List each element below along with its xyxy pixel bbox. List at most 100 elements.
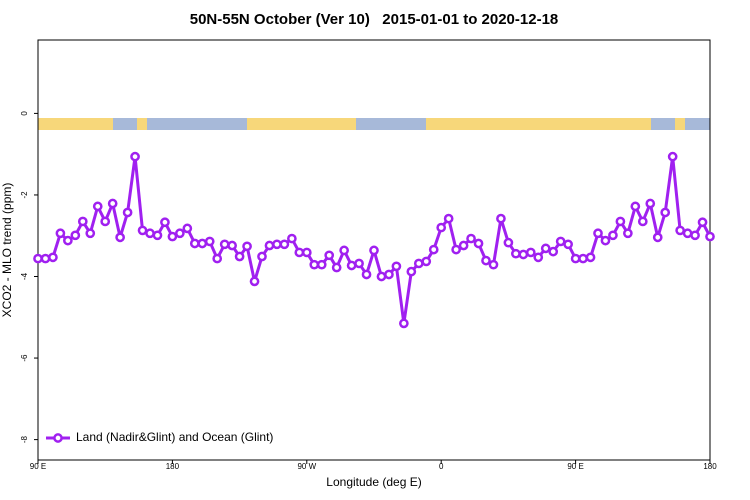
point <box>608 230 618 241</box>
land-ocean-strip <box>38 118 710 130</box>
point <box>697 217 708 228</box>
point <box>652 232 663 243</box>
land <box>675 118 685 130</box>
point <box>40 253 51 264</box>
point <box>600 235 611 246</box>
point <box>458 240 469 251</box>
point <box>533 252 544 263</box>
point <box>436 222 447 233</box>
point <box>563 239 573 250</box>
point <box>219 239 230 250</box>
point <box>578 253 588 264</box>
point <box>518 249 529 260</box>
point <box>197 238 208 249</box>
point <box>690 230 700 241</box>
point <box>189 238 200 249</box>
point <box>391 261 402 272</box>
point <box>339 245 349 256</box>
point <box>705 231 715 242</box>
point <box>107 198 118 209</box>
point <box>234 251 245 262</box>
point <box>264 240 275 251</box>
point <box>548 246 559 257</box>
point <box>227 240 237 251</box>
point <box>48 252 58 263</box>
point <box>204 236 215 247</box>
point <box>570 253 581 264</box>
point <box>316 259 327 270</box>
point <box>160 217 170 228</box>
point <box>473 238 484 249</box>
point <box>55 228 66 239</box>
point <box>511 248 521 259</box>
point <box>623 228 633 239</box>
point <box>525 247 536 258</box>
point <box>682 228 693 239</box>
point <box>145 228 155 239</box>
point <box>175 228 185 239</box>
point <box>167 231 178 242</box>
y-tick-label: -4 <box>20 272 29 280</box>
point <box>667 151 678 162</box>
point <box>137 225 148 236</box>
point <box>100 216 111 227</box>
point <box>301 247 312 258</box>
point <box>63 235 73 246</box>
point <box>428 244 439 255</box>
point <box>384 269 394 280</box>
land <box>247 118 356 130</box>
point <box>272 239 282 250</box>
point <box>421 256 432 267</box>
point <box>406 266 417 277</box>
point <box>615 216 626 227</box>
point <box>585 252 596 263</box>
point <box>540 243 551 254</box>
legend-label: Land (Nadir&Glint) and Ocean (Glint) <box>76 430 273 444</box>
point <box>593 228 603 239</box>
point <box>242 241 252 252</box>
point <box>675 225 685 236</box>
point <box>77 216 88 227</box>
point <box>413 258 424 269</box>
point <box>369 245 379 256</box>
point <box>279 239 290 250</box>
x-tick-label: 0 <box>439 462 444 471</box>
point <box>660 207 671 218</box>
point <box>645 198 656 209</box>
point <box>555 236 566 247</box>
point <box>249 276 260 287</box>
x-tick-label: 90 W <box>297 462 316 471</box>
point <box>399 318 409 329</box>
point <box>122 207 133 218</box>
point <box>70 230 81 241</box>
point <box>152 230 163 241</box>
point <box>115 232 125 243</box>
land <box>426 118 651 130</box>
point <box>376 271 387 282</box>
y-tick-label: -6 <box>20 354 29 362</box>
point <box>324 250 335 261</box>
x-tick-label: 90 E <box>567 462 583 471</box>
y-tick-label: -2 <box>20 191 29 199</box>
point <box>637 216 648 227</box>
point <box>33 253 43 264</box>
point <box>309 259 320 270</box>
point <box>182 223 193 234</box>
legend-marker <box>53 433 63 443</box>
land <box>137 118 147 130</box>
point <box>466 233 476 244</box>
point <box>212 253 223 264</box>
point <box>294 247 305 258</box>
y-tick-label: 0 <box>20 111 29 116</box>
point <box>503 237 514 248</box>
point <box>488 259 499 270</box>
point <box>354 258 364 269</box>
point <box>481 255 491 266</box>
y-tick-label: -8 <box>20 436 29 444</box>
y-axis-title: XCO2 - MLO trend (ppm) <box>0 183 14 318</box>
x-tick-label: 180 <box>166 462 180 471</box>
point <box>451 244 461 255</box>
point <box>361 269 372 280</box>
